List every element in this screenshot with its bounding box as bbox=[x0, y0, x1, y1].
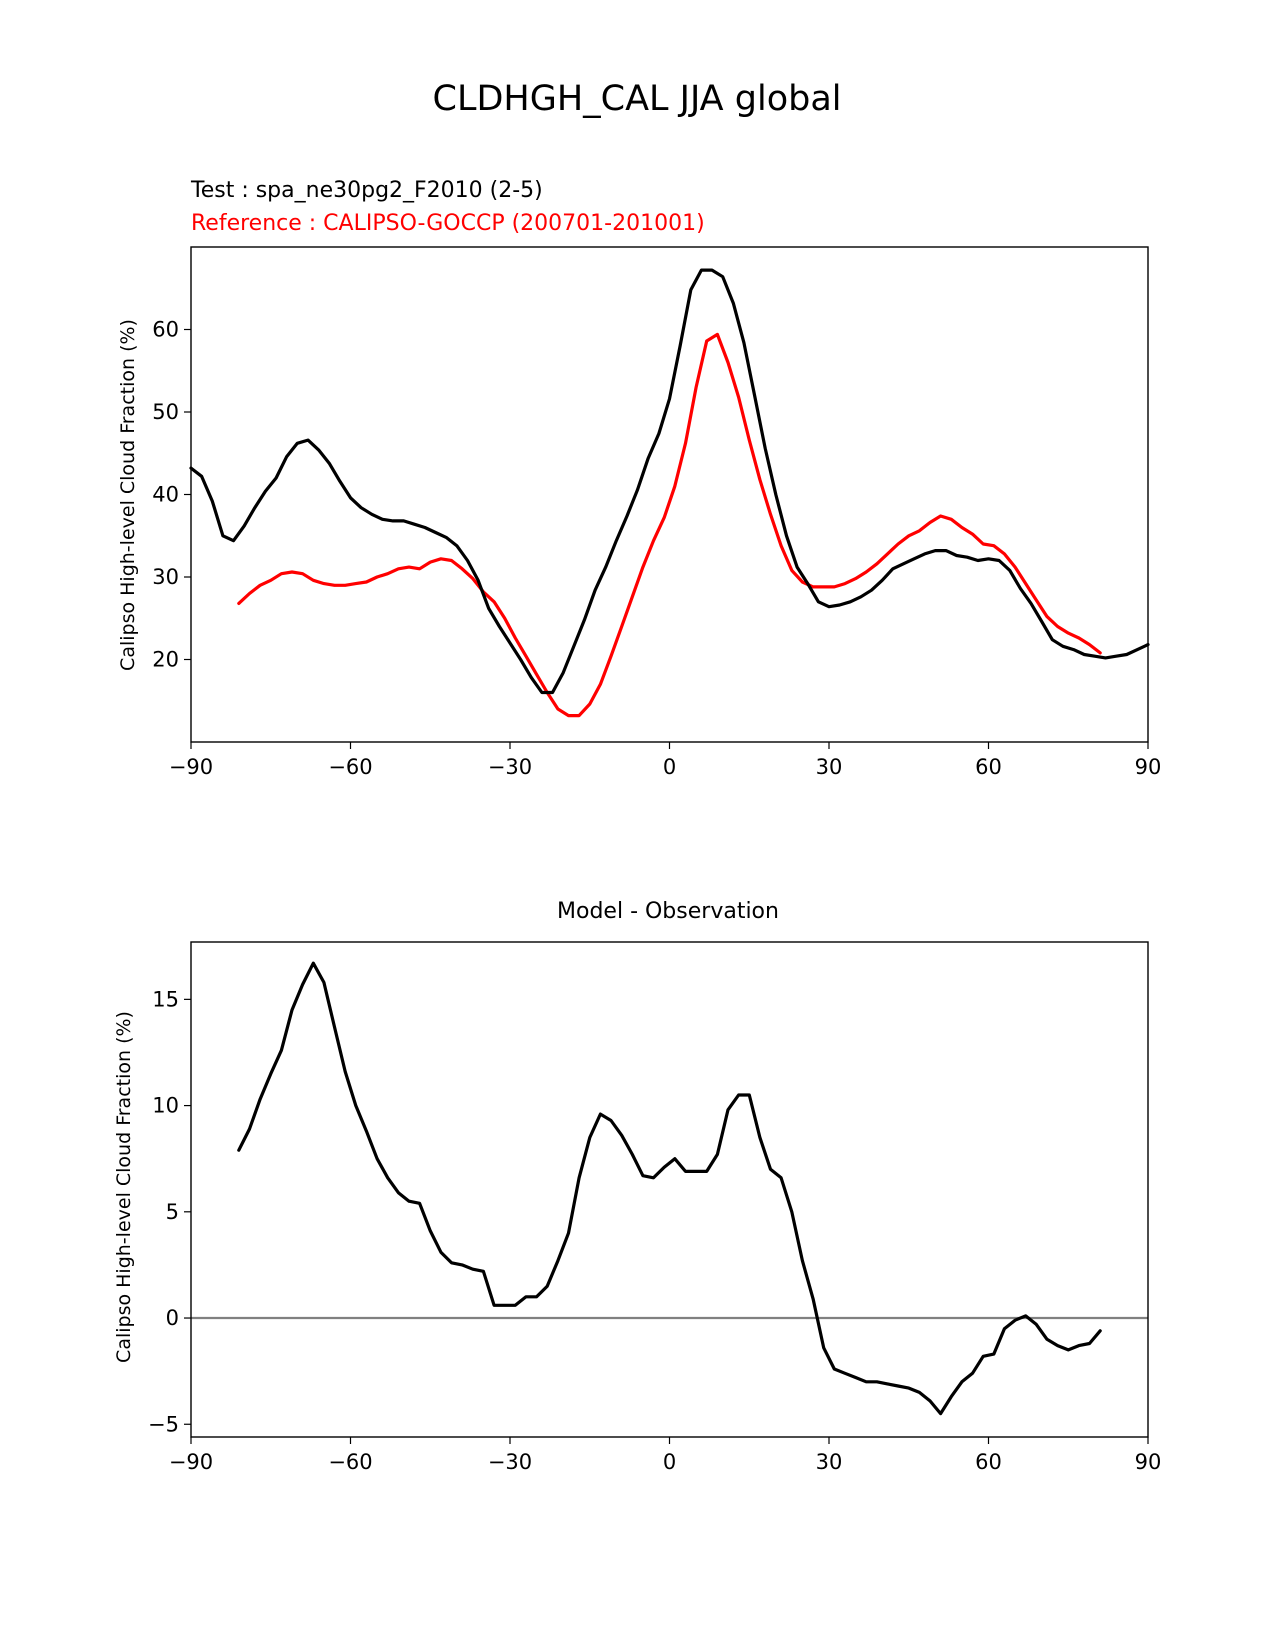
y-tick-label: −5 bbox=[148, 1412, 179, 1436]
zonal-mean-plot: Test : spa_ne30pg2_F2010 (2-5) Reference… bbox=[117, 178, 1161, 779]
x-tick-label: 0 bbox=[663, 1450, 676, 1474]
bottom-series bbox=[191, 961, 1148, 1416]
x-tick-label: 30 bbox=[816, 755, 843, 779]
x-tick-label: 0 bbox=[663, 755, 676, 779]
x-tick-label: −60 bbox=[328, 755, 372, 779]
x-tick-label: 90 bbox=[1135, 1450, 1162, 1474]
y-tick-label: 0 bbox=[166, 1306, 179, 1330]
x-tick-label: 90 bbox=[1135, 755, 1162, 779]
y-tick-label: 50 bbox=[152, 400, 179, 424]
x-tick-label: 60 bbox=[975, 1450, 1002, 1474]
y-tick-label: 15 bbox=[152, 987, 179, 1011]
y-tick-label: 30 bbox=[152, 565, 179, 589]
series-line-model-observation bbox=[237, 961, 1102, 1416]
x-tick-label: −60 bbox=[328, 1450, 372, 1474]
y-axis-label: Calipso High-level Cloud Fraction (%) bbox=[117, 319, 139, 671]
x-tick-label: 60 bbox=[975, 755, 1002, 779]
x-tick-label: −90 bbox=[169, 755, 213, 779]
y-tick-label: 20 bbox=[152, 648, 179, 672]
series-line-test bbox=[189, 268, 1150, 695]
figure-title: CLDHGH_CAL JJA global bbox=[433, 79, 842, 119]
series-line-reference bbox=[237, 332, 1102, 718]
y-tick-label: 60 bbox=[152, 318, 179, 342]
x-tick-label: −90 bbox=[169, 1450, 213, 1474]
top-series bbox=[189, 268, 1150, 718]
x-tick-label: −30 bbox=[488, 1450, 532, 1474]
y-tick-label: 40 bbox=[152, 483, 179, 507]
test-title: Test : spa_ne30pg2_F2010 (2-5) bbox=[190, 178, 543, 203]
bottom-axes-frame bbox=[190, 941, 1149, 1438]
bottom-axes-ticks: −90 −60 −30 0 30 60 90 −5 0 5 10 15 bbox=[148, 987, 1161, 1474]
x-tick-label: 30 bbox=[816, 1450, 843, 1474]
top-axes-ticks: −90 −60 −30 0 30 60 90 20 30 40 50 60 bbox=[152, 318, 1161, 780]
x-tick-label: −30 bbox=[488, 755, 532, 779]
y-tick-label: 5 bbox=[166, 1200, 179, 1224]
difference-plot: Model - Observation Calipso High-level C… bbox=[113, 899, 1161, 1474]
difference-title: Model - Observation bbox=[557, 899, 779, 924]
top-axes-frame bbox=[190, 246, 1149, 743]
y-axis-label: Calipso High-level Cloud Fraction (%) bbox=[113, 1011, 135, 1363]
y-tick-label: 10 bbox=[152, 1094, 179, 1118]
reference-title: Reference : CALIPSO-GOCCP (200701-201001… bbox=[191, 211, 705, 236]
